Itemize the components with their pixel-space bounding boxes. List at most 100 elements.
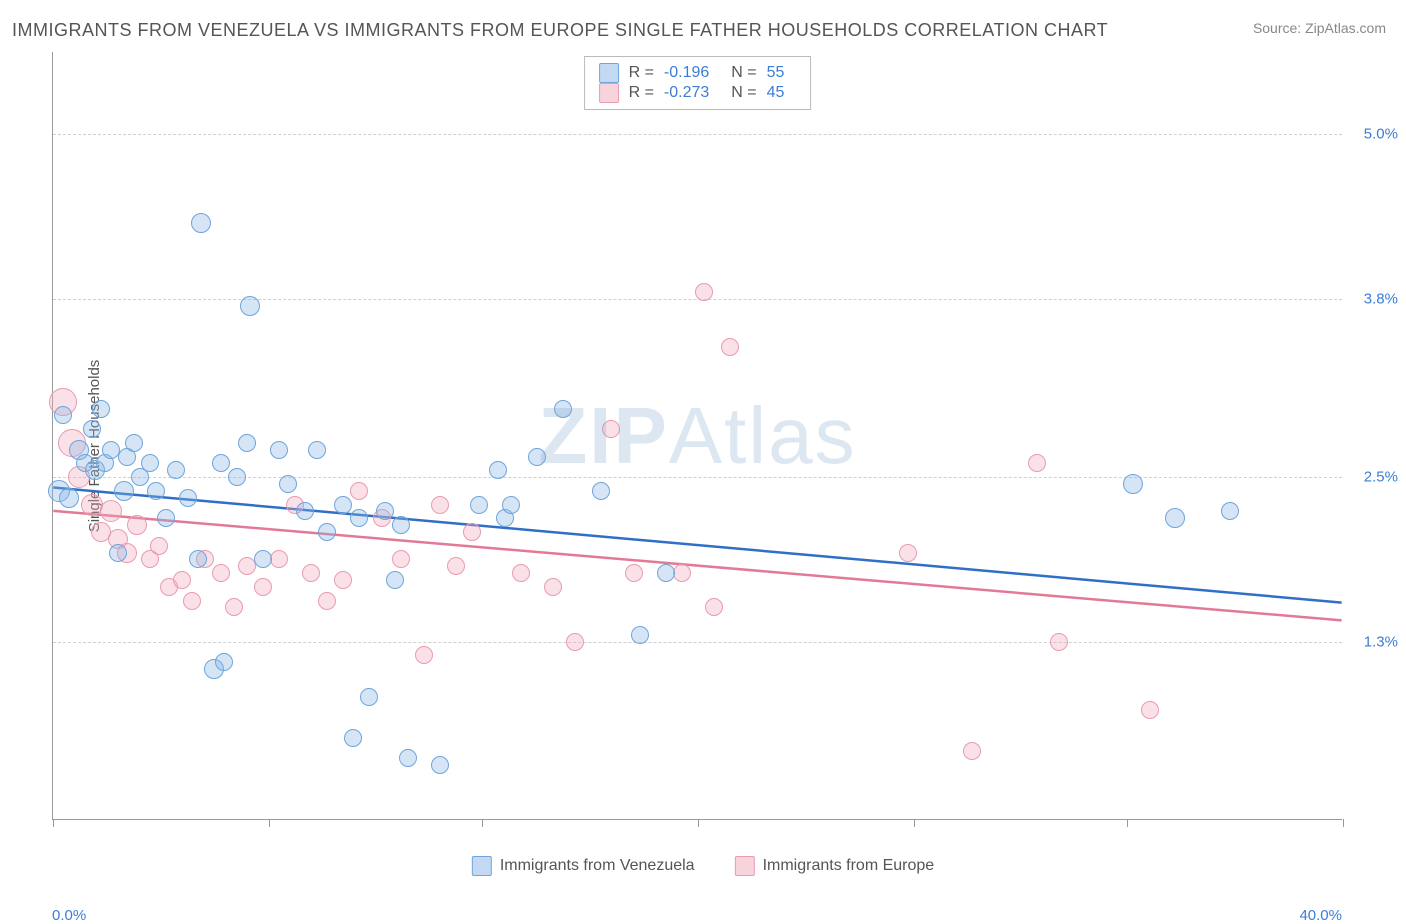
scatter-point (657, 564, 675, 582)
scatter-point (360, 688, 378, 706)
gridline (53, 642, 1342, 643)
legend-bottom: Immigrants from Venezuela Immigrants fro… (472, 856, 934, 876)
n-value-1: 55 (767, 64, 785, 82)
r-label-2: R = (629, 84, 654, 102)
scatter-point (270, 550, 288, 568)
legend-stats-row-1: R = -0.196 N = 55 (599, 63, 797, 83)
scatter-point (602, 420, 620, 438)
scatter-point (470, 496, 488, 514)
scatter-point (350, 482, 368, 500)
trend-line (53, 488, 1341, 603)
scatter-point (296, 502, 314, 520)
scatter-point (631, 626, 649, 644)
scatter-point (238, 434, 256, 452)
scatter-point (963, 742, 981, 760)
scatter-point (431, 756, 449, 774)
scatter-point (212, 454, 230, 472)
scatter-point (528, 448, 546, 466)
y-tick-label: 1.3% (1364, 633, 1398, 650)
scatter-point (270, 441, 288, 459)
y-tick-label: 3.8% (1364, 290, 1398, 307)
scatter-point (125, 434, 143, 452)
x-tick (1127, 819, 1128, 827)
scatter-point (318, 523, 336, 541)
scatter-point (59, 488, 79, 508)
x-tick (482, 819, 483, 827)
scatter-point (215, 653, 233, 671)
scatter-point (109, 544, 127, 562)
scatter-point (240, 296, 260, 316)
r-value-1: -0.196 (664, 64, 709, 82)
source-label: Source: ZipAtlas.com (1253, 20, 1386, 36)
scatter-point (173, 571, 191, 589)
scatter-point (554, 400, 572, 418)
scatter-point (114, 481, 134, 501)
scatter-point (386, 571, 404, 589)
scatter-point (302, 564, 320, 582)
watermark-rest: Atlas (669, 391, 857, 480)
x-tick (269, 819, 270, 827)
scatter-point (179, 489, 197, 507)
r-label-1: R = (629, 64, 654, 82)
scatter-point (447, 557, 465, 575)
scatter-point (1221, 502, 1239, 520)
scatter-point (308, 441, 326, 459)
x-tick (53, 819, 54, 827)
scatter-point (150, 537, 168, 555)
scatter-point (1050, 633, 1068, 651)
swatch-series1-icon (472, 856, 492, 876)
legend-item-series2: Immigrants from Europe (735, 856, 935, 876)
swatch-series2-icon (735, 856, 755, 876)
scatter-point (721, 338, 739, 356)
plot-area: ZIPAtlas R = -0.196 N = 55 R = -0.273 N … (52, 52, 1342, 820)
legend-label-series2: Immigrants from Europe (763, 857, 935, 875)
scatter-point (566, 633, 584, 651)
scatter-point (415, 646, 433, 664)
gridline (53, 477, 1342, 478)
scatter-point (334, 571, 352, 589)
scatter-point (100, 500, 122, 522)
scatter-point (1165, 508, 1185, 528)
scatter-point (512, 564, 530, 582)
scatter-point (431, 496, 449, 514)
n-label-1: N = (731, 64, 756, 82)
r-value-2: -0.273 (664, 84, 709, 102)
legend-stats-row-2: R = -0.273 N = 45 (599, 83, 797, 103)
scatter-point (228, 468, 246, 486)
x-tick (1343, 819, 1344, 827)
legend-item-series1: Immigrants from Venezuela (472, 856, 695, 876)
scatter-point (318, 592, 336, 610)
scatter-point (157, 509, 175, 527)
scatter-point (502, 496, 520, 514)
scatter-point (376, 502, 394, 520)
x-axis-min-label: 0.0% (52, 907, 86, 924)
scatter-point (625, 564, 643, 582)
chart-title: IMMIGRANTS FROM VENEZUELA VS IMMIGRANTS … (12, 20, 1108, 41)
scatter-point (489, 461, 507, 479)
n-value-2: 45 (767, 84, 785, 102)
n-label-2: N = (731, 84, 756, 102)
scatter-point (463, 523, 481, 541)
swatch-series2-icon (599, 83, 619, 103)
scatter-point (92, 400, 110, 418)
scatter-point (695, 283, 713, 301)
scatter-point (212, 564, 230, 582)
legend-stats: R = -0.196 N = 55 R = -0.273 N = 45 (584, 56, 812, 110)
scatter-point (544, 578, 562, 596)
scatter-point (705, 598, 723, 616)
scatter-point (392, 550, 410, 568)
scatter-point (1028, 454, 1046, 472)
scatter-point (592, 482, 610, 500)
scatter-point (334, 496, 352, 514)
scatter-point (254, 578, 272, 596)
scatter-point (392, 516, 410, 534)
scatter-point (83, 420, 101, 438)
scatter-point (344, 729, 362, 747)
scatter-point (1141, 701, 1159, 719)
x-axis-max-label: 40.0% (1299, 907, 1342, 924)
scatter-point (147, 482, 165, 500)
gridline (53, 134, 1342, 135)
scatter-point (225, 598, 243, 616)
scatter-point (141, 454, 159, 472)
scatter-point (399, 749, 417, 767)
